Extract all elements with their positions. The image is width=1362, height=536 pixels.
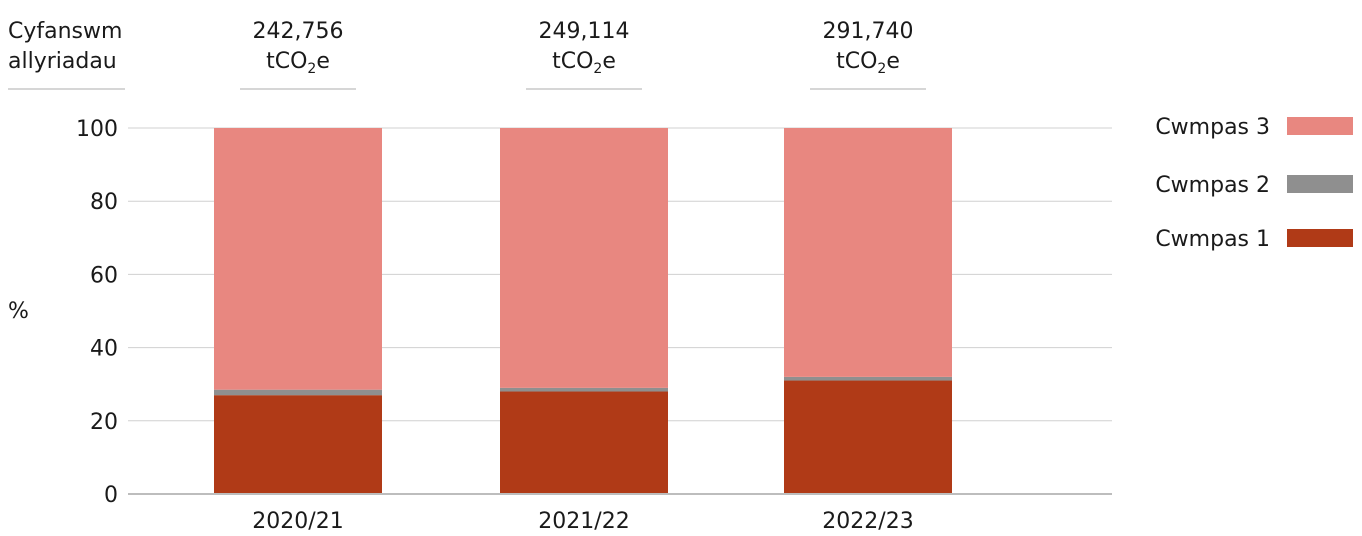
- bars-group: [214, 128, 952, 494]
- legend-swatch: [1287, 175, 1353, 193]
- y-tick-label: 0: [104, 483, 118, 508]
- y-tick-label: 20: [90, 410, 118, 435]
- totals-group: 242,756 tCO2e 249,114 tCO2e 291,740 tCO2e: [240, 19, 926, 90]
- total-value: 249,114: [539, 19, 630, 44]
- total-unit: tCO2e: [552, 49, 616, 77]
- y-tick-label: 40: [90, 337, 118, 362]
- legend-label: Cwmpas 3: [1155, 115, 1270, 140]
- legend-group: Cwmpas 3 Cwmpas 2 Cwmpas 1: [1155, 115, 1353, 252]
- total-unit: tCO2e: [266, 49, 330, 77]
- bar-segment-cwmpas-2: [214, 389, 382, 396]
- bar-segment-cwmpas-2: [784, 376, 952, 381]
- bar-segment-cwmpas-1: [214, 395, 382, 494]
- bar-segment-cwmpas-2: [500, 387, 668, 392]
- x-tick-label: 2020/21: [252, 509, 343, 532]
- legend-label: Cwmpas 1: [1155, 227, 1270, 252]
- bar-segment-cwmpas-3: [784, 128, 952, 377]
- total-value: 242,756: [253, 19, 344, 44]
- x-tick-label: 2022/23: [822, 509, 913, 532]
- y-tick-label: 60: [90, 263, 118, 288]
- total-value: 291,740: [823, 19, 914, 44]
- header-label-line1: Cyfanswm: [8, 19, 122, 44]
- y-tick-label: 80: [90, 190, 118, 215]
- legend-swatch: [1287, 117, 1353, 135]
- bar-segment-cwmpas-1: [500, 391, 668, 494]
- legend-swatch: [1287, 229, 1353, 247]
- bar-segment-cwmpas-3: [500, 128, 668, 388]
- y-axis-label: %: [8, 299, 29, 324]
- y-tick-label: 100: [76, 117, 118, 142]
- bar-segment-cwmpas-1: [784, 380, 952, 494]
- header-label-line2: allyriadau: [8, 49, 117, 74]
- total-unit: tCO2e: [836, 49, 900, 77]
- x-tick-label: 2021/22: [538, 509, 629, 532]
- axis-group: 0 20 40 60 80 100% 2020/21 2021/22 2022/23: [8, 117, 1112, 534]
- bar-segment-cwmpas-3: [214, 128, 382, 390]
- legend-label: Cwmpas 2: [1155, 173, 1270, 198]
